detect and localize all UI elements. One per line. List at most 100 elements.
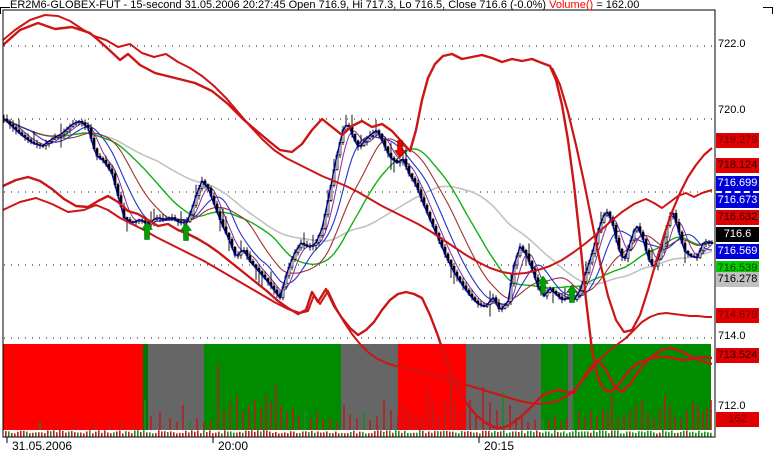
volume-bar (641, 400, 643, 430)
volume-bar (482, 387, 484, 430)
tick-strip-bar (410, 433, 412, 437)
tick-strip-bar (182, 432, 184, 437)
tick-strip-bar (194, 431, 196, 437)
tick-strip-bar (14, 433, 16, 437)
market-state-block (148, 344, 204, 430)
upper-band-a (3, 21, 713, 394)
tick-strip-bar (353, 430, 355, 437)
volume-bar (196, 418, 198, 430)
tick-strip-bar (185, 430, 187, 437)
tick-strip-bar (80, 432, 82, 437)
tick-strip-bar (77, 432, 79, 437)
volume-bar (210, 420, 212, 430)
tick-strip-bar (686, 430, 688, 437)
tick-strip-bar (509, 432, 511, 437)
tick-strip-bar (44, 433, 46, 437)
plot-content (3, 14, 714, 437)
sell-signal-arrow-icon (394, 140, 406, 159)
volume-bar (182, 405, 184, 430)
tick-strip-bar (5, 431, 7, 437)
tick-strip-bar (404, 430, 406, 437)
tick-strip-bar (659, 432, 661, 437)
plot-frame (2, 9, 716, 438)
volume-bar (265, 395, 267, 430)
tick-strip-bar (710, 432, 712, 437)
tick-strip-bar (215, 432, 217, 437)
tick-strip-bar (110, 433, 112, 437)
tick-strip-bar (284, 432, 286, 437)
tick-strip-bar (413, 432, 415, 437)
tick-strip-bar (362, 431, 364, 437)
time-axis-label: 20:00 (218, 439, 249, 453)
tick-strip-bar (74, 432, 76, 437)
volume-value: = 162.00 (593, 0, 640, 11)
chart-status-line: ER2M6-GLOBEX-FUT - 15-second 31.05.2006 … (10, 0, 639, 11)
volume-bar (322, 420, 324, 430)
volume-bar (39, 422, 41, 430)
volume-bar (349, 415, 351, 430)
volume-bar (316, 412, 318, 430)
tick-strip-bar (677, 432, 679, 437)
tick-strip-bar (230, 431, 232, 437)
tick-strip-bar (644, 432, 646, 437)
tick-strip-bar (218, 431, 220, 437)
tick-strip-bar (11, 432, 13, 437)
tick-strip-bar (254, 431, 256, 437)
volume-bar (203, 422, 205, 430)
tick-strip-bar (374, 431, 376, 437)
volume-bar (706, 408, 708, 430)
volume-bar (647, 412, 649, 430)
tick-strip-bar (398, 430, 400, 437)
tick-strip-bar (581, 431, 583, 437)
tick-strip-bar (368, 433, 370, 437)
volume-bar (189, 420, 191, 430)
ma-darkred (3, 118, 713, 300)
tick-strip-bar (272, 432, 274, 437)
buy-signal-arrow-icon (566, 284, 578, 303)
tick-strip-bar (446, 430, 448, 437)
tick-strip-bar (431, 432, 433, 437)
volume-bar (623, 415, 625, 430)
tick-strip-bar (440, 431, 442, 437)
market-state-block (204, 344, 341, 430)
tick-strip-bar (98, 430, 100, 437)
tick-strip-bar (599, 430, 601, 437)
volume-bar (527, 422, 529, 430)
volume-bar (572, 400, 574, 430)
tick-strip-bar (359, 431, 361, 437)
tick-strip-bar (95, 431, 97, 437)
volume-bar (664, 395, 666, 430)
price-axis-label: 712.0 (718, 400, 746, 412)
volume-bar (223, 410, 225, 430)
volume-bar (270, 402, 272, 430)
price-badge: 714.679 (716, 308, 759, 323)
volume-bar (275, 385, 277, 430)
volume-bar (159, 412, 161, 430)
volume-bar (566, 418, 568, 430)
tick-strip-bar (68, 431, 70, 437)
tick-strip-bar (560, 432, 562, 437)
volume-bar (521, 415, 523, 430)
volume-bar (254, 400, 256, 430)
tick-strip-bar (515, 431, 517, 437)
market-state-block (143, 344, 148, 430)
tick-strip-bar (155, 433, 157, 437)
volume-bar (444, 400, 446, 430)
volume-bar (509, 405, 511, 430)
volume-bar (383, 400, 385, 430)
tick-strip-bar (608, 433, 610, 437)
tick-strip-bar (236, 432, 238, 437)
volume-bar (403, 404, 405, 430)
lower-band-a (3, 175, 713, 430)
tick-strip-bar (233, 432, 235, 437)
tick-strip-bar (41, 432, 43, 437)
tick-strip-bar (536, 430, 538, 437)
tick-strip-bar (473, 432, 475, 437)
ma-gray (3, 118, 713, 285)
volume-bar (415, 416, 417, 430)
tick-strip-bar (53, 430, 55, 437)
volume-bar (515, 418, 517, 430)
tick-strip-bar (365, 433, 367, 437)
tick-strip-bar (305, 431, 307, 437)
